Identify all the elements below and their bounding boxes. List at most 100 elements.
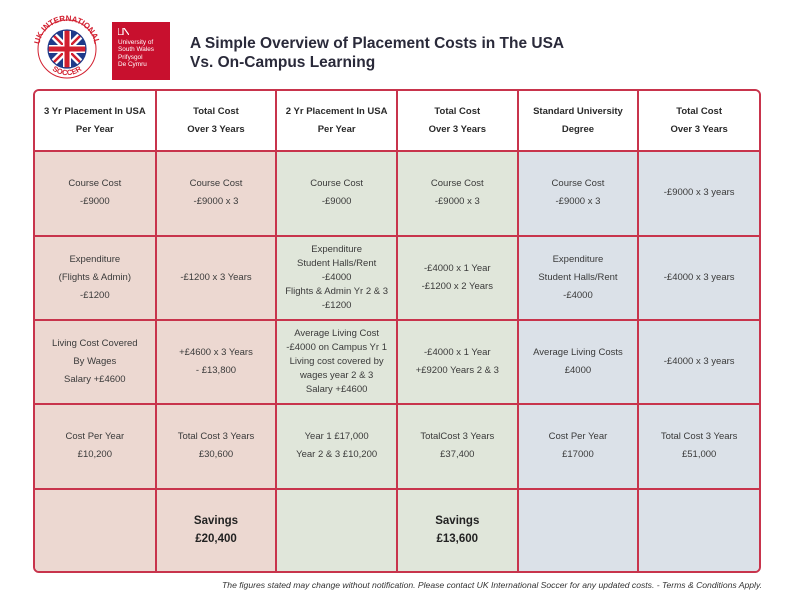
table-row: Course Cost -£9000 Course Cost -£9000 x …: [35, 150, 759, 237]
header-cell: 3 Yr Placement In USA Per Year: [35, 91, 157, 153]
header-cell: 2 Yr Placement In USA Per Year: [275, 91, 398, 153]
cell-line: £17000: [562, 449, 594, 461]
cell-line: Course Cost: [551, 178, 605, 190]
header-line: Over 3 Years: [670, 123, 728, 135]
usw-mark-icon: [118, 28, 129, 35]
savings-cell: Savings £13,600: [395, 487, 519, 571]
table-cell: Course Cost -£9000 x 3: [154, 150, 278, 237]
title-line-2: Vs. On-Campus Learning: [190, 54, 376, 71]
table-cell: Total Cost 3 Years £51,000: [637, 403, 759, 490]
cell-line: £30,600: [198, 449, 234, 461]
cell-line: Course Cost: [310, 178, 364, 190]
table-cell: Average Living Cost -£4000 on Campus Yr …: [275, 318, 398, 406]
table-cell: Average Living Costs £4000: [516, 318, 640, 406]
cell-line: -£9000: [80, 196, 110, 208]
cell-line: -£9000 x 3: [555, 196, 601, 208]
cell-line: -£4000 x 3 years: [663, 271, 735, 283]
cell-line: -£9000: [321, 196, 352, 208]
title-line-1: A Simple Overview of Placement Costs in …: [190, 35, 565, 52]
cell-line: Cost Per Year: [548, 431, 608, 443]
header-line: Total Cost: [434, 105, 481, 117]
table-cell-empty: [516, 487, 640, 571]
cell-line: -£9000 x 3 years: [663, 187, 735, 199]
table-cell: Cost Per Year £17000: [516, 403, 640, 490]
cell-line: Expenditure: [552, 253, 604, 265]
cell-line: -£4000 x 1 Year: [424, 262, 491, 274]
cell-line: Year 1 £17,000: [304, 431, 369, 443]
header-line: Over 3 Years: [187, 123, 245, 135]
usw-logo-line: Prifysgol: [118, 53, 143, 61]
cell-line: Course Cost: [189, 178, 243, 190]
table-cell: Year 1 £17,000 Year 2 & 3 £10,200: [275, 403, 398, 490]
table-cell: -£1200 x 3 Years: [154, 234, 278, 321]
cell-line: Living Cost Covered: [52, 338, 138, 350]
table-cell-empty: [275, 487, 398, 571]
table-cell: Course Cost -£9000: [275, 150, 398, 237]
cell-line: -£4000 x 3 years: [663, 356, 735, 368]
header-cell: Total Cost Over 3 Years: [395, 91, 519, 153]
usw-logo-line: South Wales: [118, 46, 154, 54]
cell-line: - £13,800: [195, 365, 237, 377]
cell-line: Cost Per Year: [65, 431, 125, 443]
cell-line: Student Halls/Rent: [297, 257, 377, 269]
table-row: Living Cost Covered By Wages Salary +£46…: [35, 318, 759, 406]
cell-line: Living cost covered by: [289, 356, 384, 368]
table-cell-empty: [35, 487, 157, 571]
header-line: Total Cost: [676, 105, 723, 117]
cell-line: Average Living Cost: [294, 328, 380, 340]
cell-line: -£4000: [321, 271, 352, 283]
header-cell: Standard University Degree: [516, 91, 640, 153]
cell-line: -£4000: [563, 289, 593, 301]
cell-line: -£9000 x 3: [193, 196, 239, 208]
header-line: Standard University: [533, 105, 623, 117]
savings-label: Savings: [193, 515, 239, 528]
cell-line: Course Cost: [430, 178, 484, 190]
table-cell: Expenditure Student Halls/Rent -£4000 Fl…: [275, 234, 398, 321]
header-cell: Total Cost Over 3 Years: [637, 91, 759, 153]
cell-line: Flights & Admin Yr 2 & 3: [285, 285, 389, 297]
page-title: A Simple Overview of Placement Costs in …: [190, 34, 564, 72]
cell-line: Expenditure: [69, 253, 121, 265]
table-cell: -£4000 x 1 Year -£1200 x 2 Years: [395, 234, 519, 321]
cell-line: Salary +£4600: [305, 384, 368, 396]
table-cell: -£9000 x 3 years: [637, 150, 759, 237]
savings-amount: £13,600: [436, 533, 479, 546]
cell-line: (Flights & Admin): [58, 271, 131, 283]
table-cell: -£4000 x 3 years: [637, 234, 759, 321]
cell-line: £4000: [564, 365, 592, 377]
savings-amount: £20,400: [195, 533, 237, 546]
cell-line: £10,200: [77, 449, 112, 461]
table-row: Expenditure (Flights & Admin) -£1200 -£1…: [35, 234, 759, 321]
table-cell: Cost Per Year £10,200: [35, 403, 157, 490]
cell-line: -£1200 x 3 Years: [180, 271, 252, 283]
header-line: Degree: [561, 123, 595, 135]
table-cell: Living Cost Covered By Wages Salary +£46…: [35, 318, 157, 406]
table-cell: +£4600 x 3 Years - £13,800: [154, 318, 278, 406]
savings-label: Savings: [435, 515, 480, 528]
table-cell: -£4000 x 1 Year +£9200 Years 2 & 3: [395, 318, 519, 406]
table-cell: -£4000 x 3 years: [637, 318, 759, 406]
header-line: 2 Yr Placement In USA: [285, 105, 388, 117]
usw-logo-line: University of: [118, 39, 154, 46]
cell-line: £37,400: [440, 449, 475, 461]
svg-text:SOCCER: SOCCER: [51, 64, 84, 78]
cell-line: Expenditure: [311, 243, 362, 255]
cell-line: -£1200: [321, 299, 352, 311]
table-cell: Expenditure Student Halls/Rent -£4000: [516, 234, 640, 321]
disclaimer-text: The figures stated may change without no…: [222, 580, 762, 590]
header-line: Over 3 Years: [428, 123, 486, 135]
cell-line: Course Cost: [68, 178, 122, 190]
cell-line: Total Cost 3 Years: [177, 431, 255, 443]
cell-line: TotalCost 3 Years: [420, 431, 495, 443]
cell-line: Salary +£4600: [64, 374, 126, 386]
table-cell: Total Cost 3 Years £30,600: [154, 403, 278, 490]
table-cell: Expenditure (Flights & Admin) -£1200: [35, 234, 157, 321]
cell-line: Year 2 & 3 £10,200: [296, 449, 378, 461]
cell-line: +£4600 x 3 Years: [179, 347, 253, 359]
cell-line: -£9000 x 3: [434, 196, 480, 208]
table-cell: Course Cost -£9000: [35, 150, 157, 237]
uk-international-soccer-logo: UK INTERNATIONAL SOCCER: [30, 14, 104, 80]
cell-line: -£1200 x 2 Years: [421, 280, 493, 292]
header-cell: Total Cost Over 3 Years: [154, 91, 278, 153]
savings-row: Savings £20,400 Savings £13,600: [35, 487, 759, 571]
